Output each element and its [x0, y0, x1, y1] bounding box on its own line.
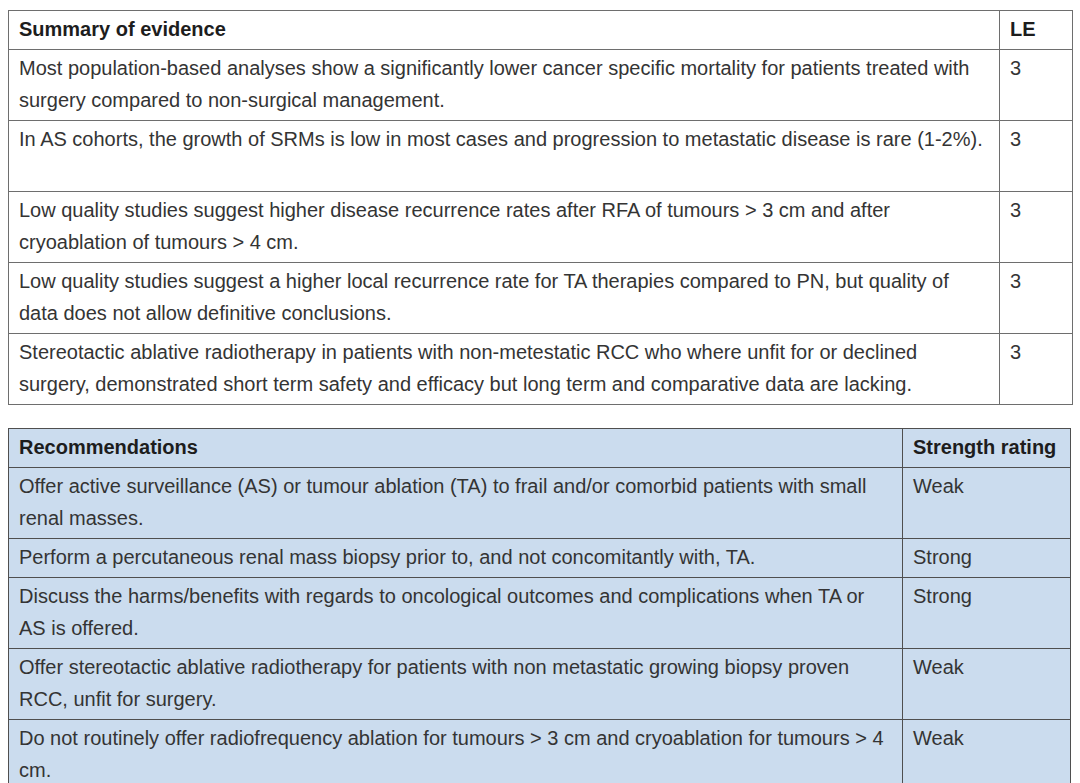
recommendations-table-title: Recommendations — [9, 429, 903, 468]
recommendation-statement: Discuss the harms/benefits with regards … — [9, 578, 903, 649]
guidelines-page: Summary of evidence LE Most population-b… — [0, 0, 1080, 783]
recommendations-header-row: Recommendations Strength rating — [9, 429, 1071, 468]
strength-rating-value: Weak — [903, 468, 1071, 539]
recommendation-row: Perform a percutaneous renal mass biopsy… — [9, 539, 1071, 578]
evidence-row: In AS cohorts, the growth of SRMs is low… — [9, 121, 1073, 192]
strength-rating-value: Weak — [903, 720, 1071, 783]
recommendation-statement: Offer stereotactic ablative radiotherapy… — [9, 649, 903, 720]
recommendation-row: Offer active surveillance (AS) or tumour… — [9, 468, 1071, 539]
evidence-statement: Stereotactic ablative radiotherapy in pa… — [9, 334, 1000, 405]
evidence-statement: Low quality studies suggest higher disea… — [9, 192, 1000, 263]
summary-of-evidence-table: Summary of evidence LE Most population-b… — [8, 10, 1073, 405]
evidence-statement: Most population-based analyses show a si… — [9, 50, 1000, 121]
evidence-row: Low quality studies suggest higher disea… — [9, 192, 1073, 263]
strength-rating-value: Weak — [903, 649, 1071, 720]
evidence-le-value: 3 — [1000, 192, 1073, 263]
evidence-statement: Low quality studies suggest a higher loc… — [9, 263, 1000, 334]
evidence-le-value: 3 — [1000, 121, 1073, 192]
strength-rating-value: Strong — [903, 539, 1071, 578]
recommendation-row: Offer stereotactic ablative radiotherapy… — [9, 649, 1071, 720]
recommendation-statement: Do not routinely offer radiofrequency ab… — [9, 720, 903, 783]
strength-rating-column-header: Strength rating — [903, 429, 1071, 468]
evidence-table-title: Summary of evidence — [9, 11, 1000, 50]
evidence-row: Most population-based analyses show a si… — [9, 50, 1073, 121]
evidence-row: Stereotactic ablative radiotherapy in pa… — [9, 334, 1073, 405]
recommendation-statement: Offer active surveillance (AS) or tumour… — [9, 468, 903, 539]
evidence-row: Low quality studies suggest a higher loc… — [9, 263, 1073, 334]
evidence-le-value: 3 — [1000, 334, 1073, 405]
evidence-le-value: 3 — [1000, 263, 1073, 334]
evidence-statement: In AS cohorts, the growth of SRMs is low… — [9, 121, 1000, 192]
recommendation-statement: Perform a percutaneous renal mass biopsy… — [9, 539, 903, 578]
recommendation-row: Do not routinely offer radiofrequency ab… — [9, 720, 1071, 783]
strength-rating-value: Strong — [903, 578, 1071, 649]
evidence-header-row: Summary of evidence LE — [9, 11, 1073, 50]
le-column-header: LE — [1000, 11, 1073, 50]
recommendations-table: Recommendations Strength rating Offer ac… — [8, 428, 1071, 783]
recommendation-row: Discuss the harms/benefits with regards … — [9, 578, 1071, 649]
evidence-le-value: 3 — [1000, 50, 1073, 121]
